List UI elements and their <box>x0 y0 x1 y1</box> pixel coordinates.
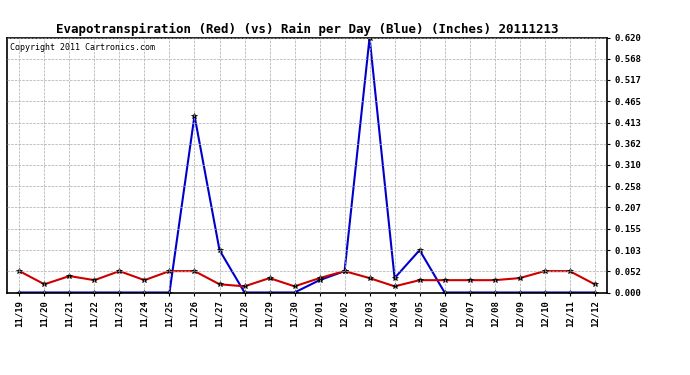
Title: Evapotranspiration (Red) (vs) Rain per Day (Blue) (Inches) 20111213: Evapotranspiration (Red) (vs) Rain per D… <box>56 23 558 36</box>
Text: Copyright 2011 Cartronics.com: Copyright 2011 Cartronics.com <box>10 43 155 52</box>
